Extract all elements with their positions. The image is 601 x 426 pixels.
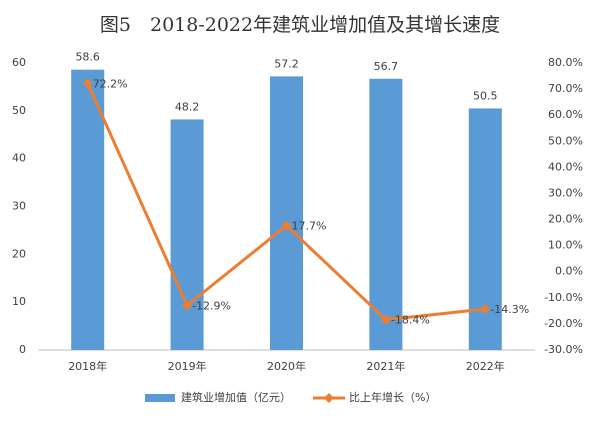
y2-tick-label: 20.0% [548,213,583,226]
y2-tick-label: 10.0% [548,239,583,252]
line-marker [82,78,93,89]
bar-value-label: 56.7 [374,60,399,73]
line-value-label: -14.3% [490,303,529,316]
legend-label: 建筑业增加值（亿元） [181,390,291,404]
bar [369,78,403,350]
y2-tick-label: 50.0% [548,134,583,147]
y-tick-label: 10 [12,295,26,308]
x-tick-label: 2019年 [168,359,207,373]
y-tick-label: 40 [12,152,26,165]
y2-tick-label: 0.0% [555,265,583,278]
chart-title: 图5 2018-2022年建筑业增加值及其增长速度 [100,14,500,36]
x-tick-label: 2018年 [68,359,107,373]
y-tick-label: 30 [12,200,26,213]
y-tick-label: 60 [12,56,26,69]
y2-tick-label: 60.0% [548,108,583,121]
line-value-label: 17.7% [292,220,327,233]
y2-tick-label: 70.0% [548,82,583,95]
line-value-label: -18.4% [391,314,430,327]
bar [71,69,105,351]
y2-tick-label: 40.0% [548,160,583,173]
y2-tick-label: -20.0% [544,317,583,330]
y2-tick-label: -10.0% [544,291,583,304]
bar-value-label: 57.2 [274,57,299,70]
x-tick-label: 2020年 [267,359,306,373]
line-marker [380,314,391,325]
x-tick-label: 2022年 [466,359,505,373]
bar [170,119,204,351]
line-marker [182,300,193,311]
line-marker [281,220,292,231]
y-tick-label: 50 [12,104,26,117]
line-value-label: 72.2% [93,77,128,90]
legend-label: 比上年增长（%） [349,390,436,404]
bar-value-label: 48.2 [175,100,200,113]
legend-swatch-marker [324,393,334,403]
y2-tick-label: 80.0% [548,56,583,69]
y-tick-label: 0 [19,343,26,356]
y2-tick-label: -30.0% [544,343,583,356]
bar [270,76,303,350]
bar-value-label: 50.5 [473,89,498,102]
bar-value-label: 58.6 [75,51,100,64]
line-marker [480,304,491,314]
line-value-label: -12.9% [192,299,231,312]
y-tick-label: 20 [12,247,26,260]
y2-tick-label: 30.0% [548,186,583,199]
legend-swatch [145,394,175,402]
x-tick-label: 2021年 [366,359,405,373]
